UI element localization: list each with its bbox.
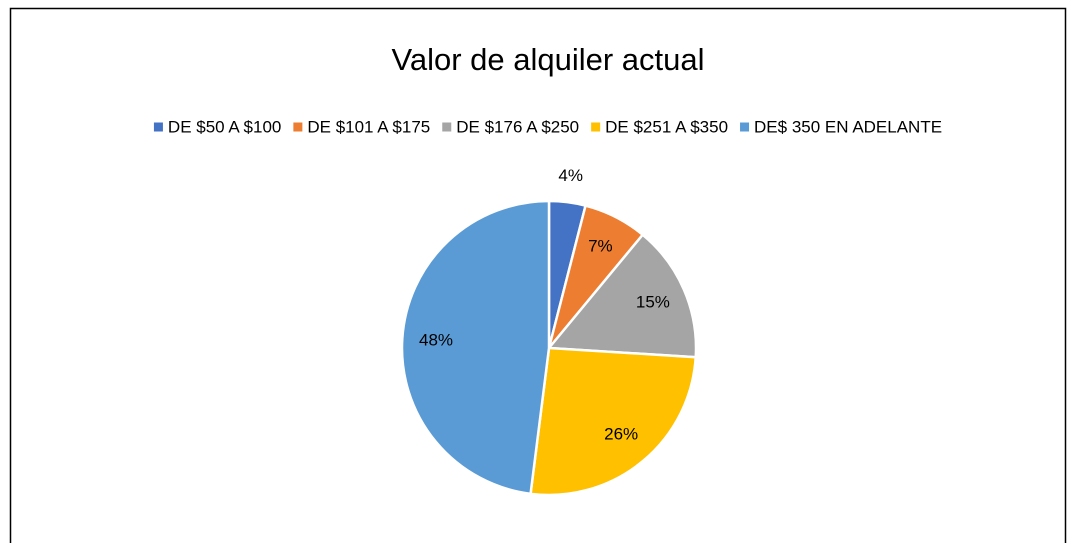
legend-swatch <box>442 122 452 132</box>
legend-label: DE $251 A $350 <box>605 117 728 136</box>
pie-slice <box>529 346 698 497</box>
data-label: 26% <box>604 425 638 444</box>
legend-swatch <box>153 122 163 132</box>
legend-swatch <box>293 122 303 132</box>
legend-label: DE$ 350 EN ADELANTE <box>754 117 942 136</box>
data-label: 4% <box>558 166 583 185</box>
legend-swatch <box>740 122 750 132</box>
data-label: 48% <box>419 330 453 349</box>
data-label: 7% <box>588 237 613 256</box>
legend-label: DE $50 A $100 <box>168 117 281 136</box>
pie-slice <box>546 232 698 359</box>
legend-label: DE $176 A $250 <box>456 117 579 136</box>
chart-title: Valor de alquiler actual <box>391 42 704 77</box>
legend-label: DE $101 A $175 <box>307 117 430 136</box>
legend: DE $50 A $100 DE $101 A $175 DE $176 A $25… <box>153 117 942 136</box>
legend-swatch <box>591 122 601 132</box>
pie-slice <box>400 199 551 496</box>
chart-border <box>9 7 1067 543</box>
data-label: 15% <box>636 293 670 312</box>
